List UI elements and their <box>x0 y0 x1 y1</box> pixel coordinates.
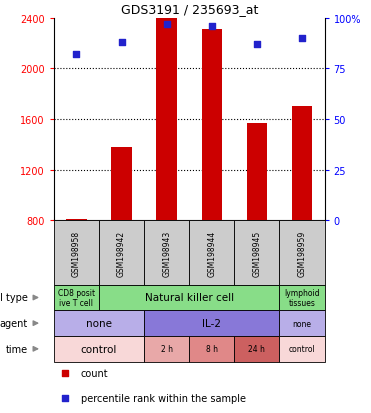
Text: control: control <box>81 344 117 354</box>
Point <box>299 36 305 42</box>
Bar <box>234 336 279 362</box>
Text: 24 h: 24 h <box>249 344 265 354</box>
Text: lymphoid
tissues: lymphoid tissues <box>284 288 320 307</box>
Bar <box>54 285 99 311</box>
Point <box>73 52 79 58</box>
Text: GSM198945: GSM198945 <box>252 230 262 276</box>
Bar <box>54 221 99 285</box>
Bar <box>157 19 177 221</box>
Text: GSM198958: GSM198958 <box>72 230 81 276</box>
Bar <box>99 221 144 285</box>
Text: agent: agent <box>0 318 28 328</box>
Bar <box>279 221 325 285</box>
Bar <box>144 311 279 336</box>
Point <box>62 395 68 401</box>
Text: GSM198943: GSM198943 <box>162 230 171 276</box>
Text: percentile rank within the sample: percentile rank within the sample <box>81 393 246 403</box>
Bar <box>99 285 279 311</box>
Text: time: time <box>6 344 28 354</box>
Text: GSM198944: GSM198944 <box>207 230 216 276</box>
Text: Natural killer cell: Natural killer cell <box>145 293 234 303</box>
Bar <box>144 221 189 285</box>
Bar <box>144 336 189 362</box>
Point <box>119 40 125 46</box>
Bar <box>54 336 144 362</box>
Bar <box>189 221 234 285</box>
Bar <box>234 221 279 285</box>
Text: none: none <box>293 319 312 328</box>
Text: IL-2: IL-2 <box>202 318 221 328</box>
Bar <box>247 123 267 221</box>
Bar <box>66 220 86 221</box>
Text: 2 h: 2 h <box>161 344 173 354</box>
Bar <box>54 311 144 336</box>
Title: GDS3191 / 235693_at: GDS3191 / 235693_at <box>121 3 258 16</box>
Point <box>254 42 260 48</box>
Text: CD8 posit
ive T cell: CD8 posit ive T cell <box>58 288 95 307</box>
Bar <box>279 336 325 362</box>
Text: none: none <box>86 318 112 328</box>
Text: GSM198959: GSM198959 <box>298 230 306 276</box>
Bar <box>279 285 325 311</box>
Point <box>164 21 170 28</box>
Text: control: control <box>289 344 315 354</box>
Bar <box>292 107 312 221</box>
Bar <box>111 147 132 221</box>
Bar <box>189 336 234 362</box>
Text: count: count <box>81 368 108 379</box>
Point <box>62 370 68 377</box>
Bar <box>279 311 325 336</box>
Point <box>209 24 215 30</box>
Text: cell type: cell type <box>0 293 28 303</box>
Text: 8 h: 8 h <box>206 344 218 354</box>
Text: GSM198942: GSM198942 <box>117 230 126 276</box>
Bar <box>201 30 222 221</box>
